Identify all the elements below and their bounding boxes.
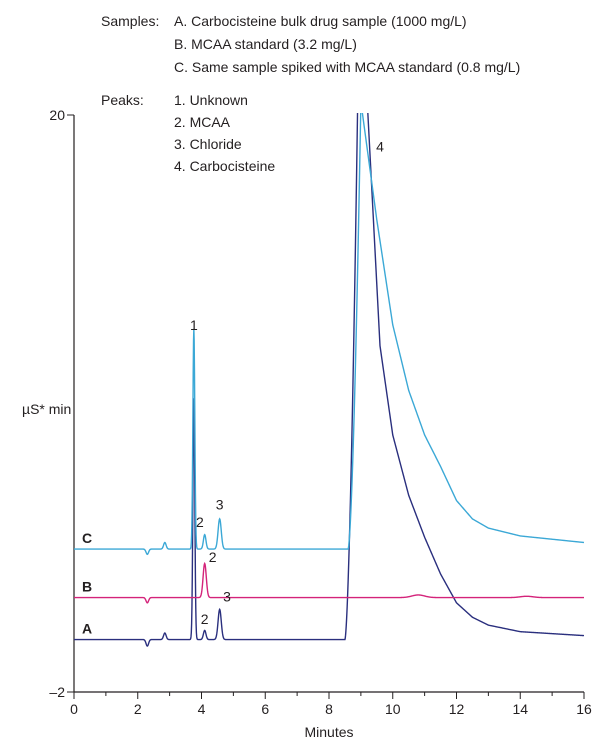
traces [74, 113, 585, 647]
peak-label: 4 [376, 139, 384, 155]
trace-label-c: C [82, 530, 92, 546]
y-axis-label: µS* min [22, 401, 71, 417]
x-axis-label: Minutes [304, 724, 353, 740]
sample-b-entry: B. MCAA standard (3.2 mg/L) [174, 36, 357, 52]
samples-heading: Samples: [101, 13, 159, 29]
peak-label: 2 [201, 611, 209, 627]
peak-3-entry: 3. Chloride [174, 136, 242, 152]
peak-label: 2 [209, 549, 217, 565]
trace-label-a: A [82, 621, 92, 637]
x-tick-label-16: 16 [576, 701, 592, 717]
trace-a [74, 113, 585, 647]
x-tick-label-8: 8 [325, 701, 333, 717]
y-tick-label-1: –2 [49, 684, 65, 700]
peak-label: 3 [216, 497, 224, 513]
peak-4-entry: 4. Carbocisteine [174, 158, 275, 174]
x-tick-label-2: 2 [134, 701, 142, 717]
x-tick-label-14: 14 [512, 701, 528, 717]
sample-c-entry: C. Same sample spiked with MCAA standard… [174, 59, 520, 75]
trace-label-b: B [82, 579, 92, 595]
x-tick-label-12: 12 [449, 701, 465, 717]
x-tick-label-0: 0 [70, 701, 78, 717]
peaks-heading: Peaks: [101, 92, 144, 108]
peak-1-entry: 1. Unknown [174, 92, 248, 108]
peak-2-entry: 2. MCAA [174, 114, 231, 130]
x-tick-label-4: 4 [198, 701, 206, 717]
peak-label: 2 [196, 514, 204, 530]
trace-b [74, 561, 584, 604]
peak-label: 1 [190, 317, 198, 333]
peak-label: 3 [223, 589, 231, 605]
y-tick-label-0: 20 [49, 107, 65, 123]
trace-c [74, 113, 585, 556]
legend: Samples: A. Carbocisteine bulk drug samp… [101, 13, 520, 174]
sample-a-entry: A. Carbocisteine bulk drug sample (1000 … [174, 13, 467, 29]
x-tick-label-10: 10 [385, 701, 401, 717]
x-tick-label-6: 6 [261, 701, 269, 717]
